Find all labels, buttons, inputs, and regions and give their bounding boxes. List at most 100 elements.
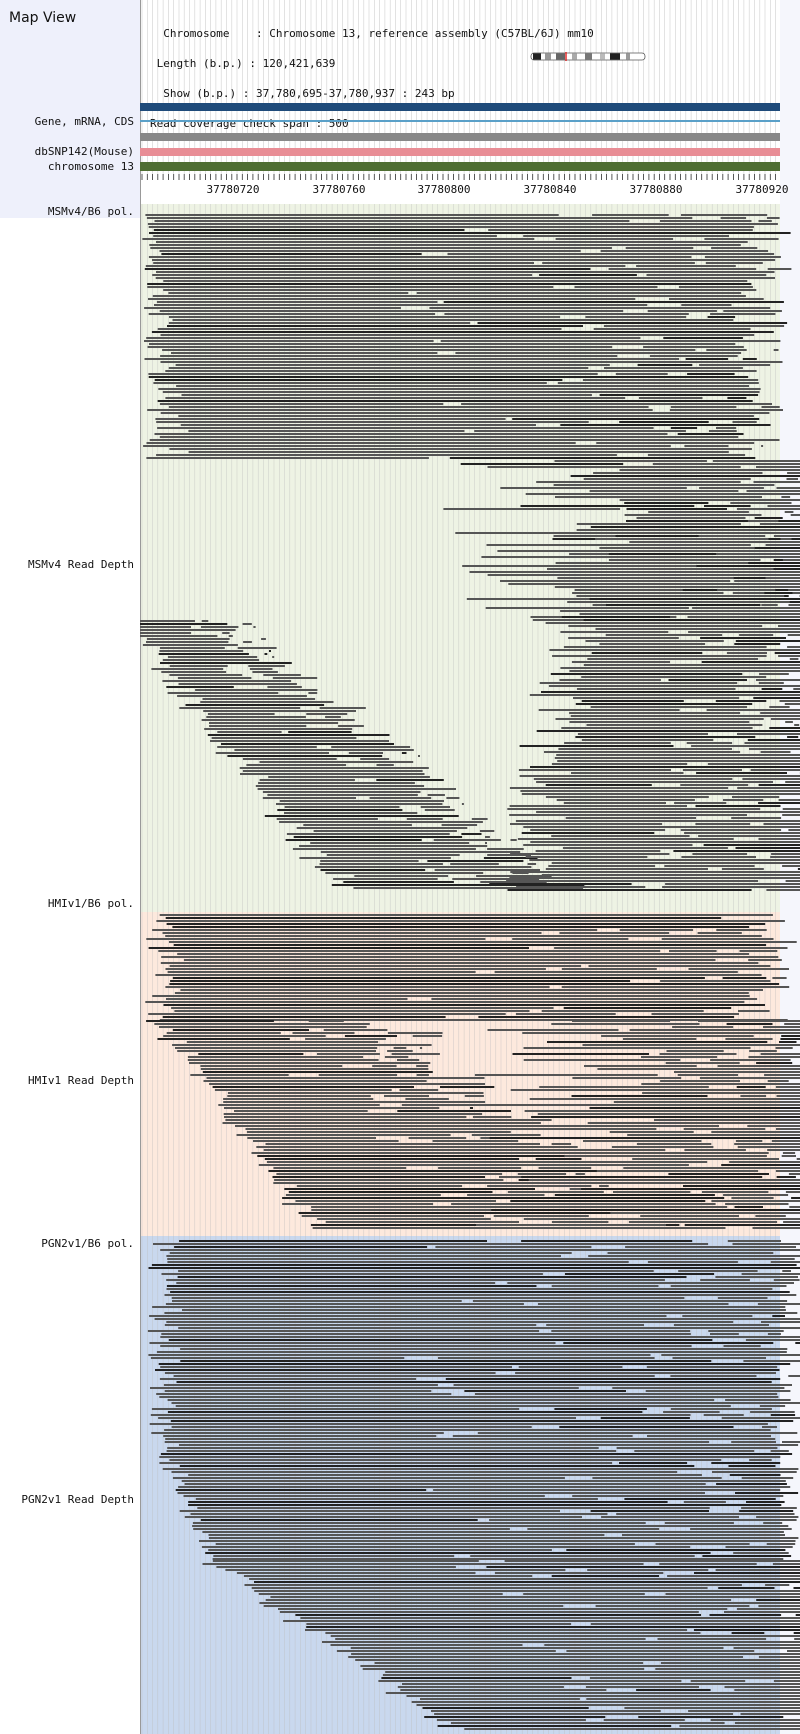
read: [279, 821, 483, 823]
axis-tick-label: 37780840: [523, 183, 577, 196]
read: [162, 659, 260, 661]
read: [318, 1074, 398, 1076]
read: [619, 421, 709, 423]
read: [178, 683, 297, 685]
read: [509, 805, 687, 807]
read: [558, 748, 732, 750]
read: [433, 839, 501, 841]
read: [535, 1158, 582, 1160]
read: [544, 751, 741, 753]
read: [489, 1519, 797, 1521]
read: [569, 721, 750, 723]
info-coverage-span: Read coverage check span : 500: [150, 117, 349, 130]
read: [572, 577, 727, 579]
read: [161, 253, 422, 255]
read: [771, 1140, 800, 1142]
read: [180, 1348, 788, 1350]
read: [507, 1104, 800, 1106]
read: [462, 565, 658, 567]
read: [733, 577, 766, 579]
read: [745, 1339, 800, 1341]
axis-tick-label: 37780720: [206, 183, 260, 196]
read: [732, 421, 757, 423]
read: [154, 379, 563, 381]
read: [159, 250, 581, 252]
read: [581, 700, 684, 702]
read: [691, 745, 800, 747]
read: [150, 1357, 405, 1359]
read: [154, 304, 648, 306]
read: [172, 977, 705, 979]
chromosome-bar[interactable]: [140, 162, 780, 171]
read: [237, 647, 277, 649]
read: [319, 863, 443, 865]
read: [595, 628, 800, 630]
axis-tick-label: 37780760: [312, 183, 366, 196]
read: [496, 1206, 728, 1208]
read: [736, 1608, 800, 1610]
read: [201, 626, 239, 628]
read: [684, 1149, 746, 1151]
read: [189, 1062, 431, 1064]
read: [236, 1134, 451, 1136]
read: [188, 1501, 668, 1503]
read: [273, 1182, 612, 1184]
read: [313, 830, 457, 832]
read: [160, 962, 759, 964]
read: [545, 784, 652, 786]
read: [657, 1638, 767, 1640]
read: [338, 725, 364, 727]
read: [572, 1203, 716, 1205]
read: [180, 424, 536, 426]
read: [547, 1041, 768, 1043]
read: [158, 1363, 791, 1365]
read: [788, 1173, 800, 1175]
read: [517, 1173, 567, 1175]
read: [175, 1405, 731, 1407]
read: [744, 742, 800, 744]
read: [155, 277, 775, 279]
read: [783, 535, 800, 537]
gene-bar[interactable]: [140, 103, 780, 111]
read: [510, 853, 670, 855]
read: [182, 1309, 786, 1311]
read: [583, 664, 800, 666]
read: [161, 956, 779, 958]
read: [625, 247, 694, 249]
read: [794, 724, 800, 726]
chromosome-ideogram[interactable]: [530, 52, 648, 61]
read: [711, 1462, 781, 1464]
read: [344, 1035, 397, 1037]
cds-bar[interactable]: [140, 133, 780, 141]
read: [298, 1212, 676, 1214]
read: [162, 932, 542, 934]
read: [762, 1426, 777, 1428]
read: [545, 868, 708, 870]
read: [731, 1441, 776, 1443]
read: [140, 635, 218, 637]
read: [782, 1270, 791, 1272]
read: [528, 1179, 800, 1181]
read: [581, 739, 714, 741]
snp-bar[interactable]: [140, 148, 780, 156]
read: [163, 289, 757, 291]
read: [235, 1125, 523, 1127]
read: [684, 832, 800, 834]
read: [169, 665, 228, 667]
chromosome-track-label: chromosome 13: [47, 160, 134, 173]
read: [599, 544, 751, 546]
read: [242, 623, 252, 625]
read: [177, 953, 749, 955]
read: [616, 1513, 795, 1515]
mrna-line[interactable]: [140, 120, 780, 122]
read: [167, 692, 279, 694]
read: [723, 1194, 789, 1196]
read: [663, 337, 743, 339]
read: [727, 397, 747, 399]
read: [464, 1390, 626, 1392]
read: [660, 220, 752, 222]
read: [188, 430, 465, 432]
hmi-depth-label: HMIv1 Read Depth: [28, 1074, 134, 1087]
read: [678, 1270, 758, 1272]
